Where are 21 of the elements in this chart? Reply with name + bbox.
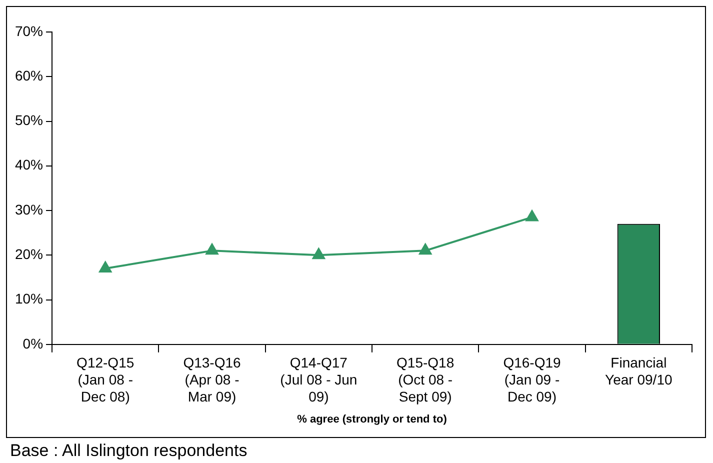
y-tick-label: 50%: [14, 112, 44, 128]
x-tick-label: Q13-Q16 (Apr 08 - Mar 09): [183, 354, 242, 404]
y-tick-label: 30%: [14, 201, 44, 218]
text: Base : All Islington respondents: [10, 441, 248, 461]
y-tick-label: 70%: [14, 22, 44, 39]
y-tick-label: 0%: [22, 335, 44, 352]
point: [206, 244, 218, 255]
point: [312, 248, 325, 260]
x-tick-label: Q14-Q17 (Jul 08 - Jun 09): [280, 354, 358, 404]
y-tick-label: 60%: [14, 67, 44, 84]
point: [99, 262, 112, 273]
x-axis-title: % agree (strongly or tend to): [297, 413, 448, 426]
y-tick-label: 20%: [14, 246, 44, 262]
x-tick-label: Q16-Q19 (Jan 09 - Dec 09): [503, 354, 562, 404]
point: [419, 244, 432, 255]
y-tick-label: 10%: [14, 290, 44, 307]
x-tick-label: Q15-Q18 (Oct 08 - Sept 09): [396, 354, 454, 404]
x-tick-label: Q12-Q15 (Jan 08 - Dec 08): [76, 354, 134, 404]
x-tick-label: Financial Year 09/10: [605, 354, 672, 388]
y-tick-label: 40%: [14, 156, 44, 173]
point: [526, 210, 538, 222]
